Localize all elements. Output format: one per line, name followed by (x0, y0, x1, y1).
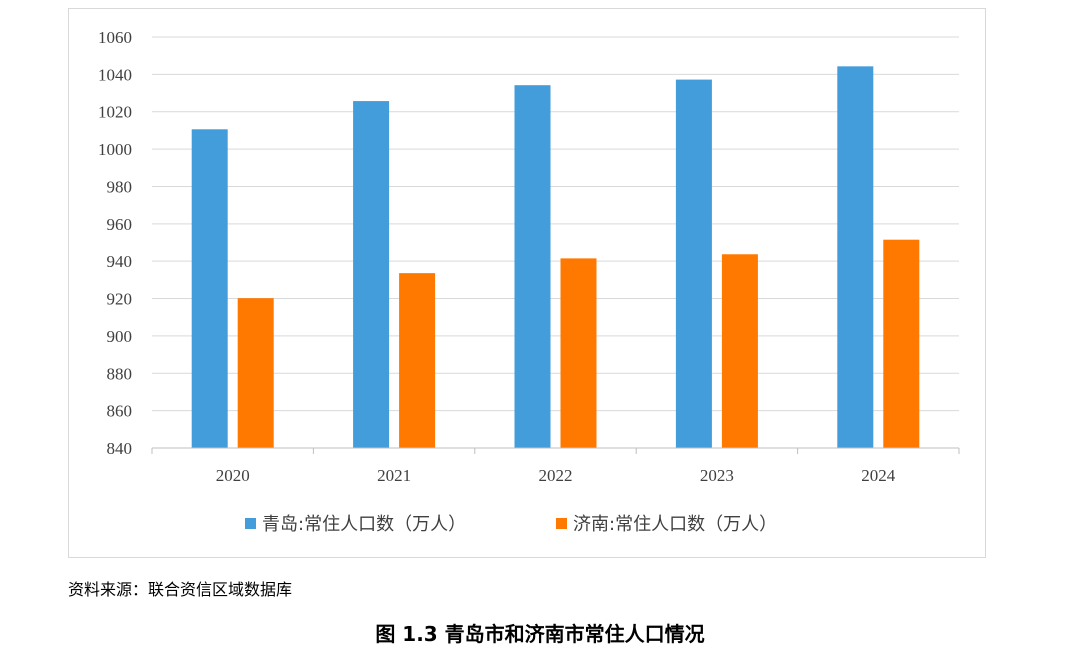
axes: 840 860 880 900 920 940 960 980 1000 1020 1040 1060… (98, 28, 960, 485)
y-tick-label: 940 (107, 252, 133, 271)
y-tick-label: 840 (107, 439, 133, 458)
x-tick-label: 2021 (377, 466, 411, 485)
bar-jinan (721, 254, 758, 448)
bar-jinan (237, 298, 274, 448)
figure-caption: 图 1.3 青岛市和济南市常住人口情况 (375, 622, 705, 646)
legend-swatch (556, 518, 567, 529)
y-tick-label: 920 (107, 290, 133, 309)
bar-jinan (560, 258, 597, 448)
y-tick-label: 900 (107, 327, 133, 346)
bars (191, 66, 920, 449)
bar-chart: 840 860 880 900 920 940 960 980 1000 1020 1040 1060… (98, 28, 960, 535)
source-note: 资料来源：联合资信区域数据库 (68, 580, 293, 599)
x-tick-label: 2024 (861, 466, 896, 485)
chart-frame: 840 860 880 900 920 940 960 980 1000 1020 1040 1060… (68, 8, 986, 558)
bar-jinan (883, 239, 920, 448)
legend: 青岛:常住人口数（万人） 济南:常住人口数（万人） (245, 514, 777, 535)
y-tick-label: 980 (107, 177, 133, 196)
y-tick-label: 960 (107, 215, 133, 234)
bar-jinan (399, 273, 436, 448)
y-tick-label: 1040 (98, 65, 132, 84)
bar-qingdao (191, 129, 228, 448)
legend-swatch (245, 518, 256, 529)
y-tick-label: 1060 (98, 28, 132, 47)
bar-qingdao (353, 101, 390, 448)
bar-qingdao (514, 85, 551, 448)
y-tick-label: 880 (107, 364, 133, 383)
legend-label: 济南:常住人口数（万人） (573, 514, 777, 535)
x-tick-label: 2022 (539, 466, 573, 485)
x-tick-label: 2020 (216, 466, 250, 485)
grid-lines (152, 36, 959, 412)
legend-label: 青岛:常住人口数（万人） (262, 514, 466, 535)
x-tick-label: 2023 (700, 466, 734, 485)
y-tick-label: 1020 (98, 103, 132, 122)
y-tick-label: 1000 (98, 140, 132, 159)
y-tick-label: 860 (107, 402, 133, 421)
bar-qingdao (675, 79, 712, 448)
bar-qingdao (837, 66, 874, 449)
